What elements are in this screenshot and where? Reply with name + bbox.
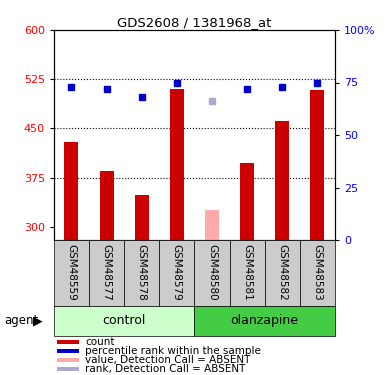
Bar — [54, 306, 194, 336]
Bar — [194, 240, 229, 306]
Bar — [229, 240, 265, 306]
Bar — [57, 358, 79, 362]
Title: GDS2608 / 1381968_at: GDS2608 / 1381968_at — [117, 16, 271, 29]
Text: GSM48579: GSM48579 — [172, 244, 182, 301]
Bar — [57, 340, 79, 344]
Text: GSM48581: GSM48581 — [242, 244, 252, 301]
Bar — [310, 90, 325, 240]
Text: agent: agent — [4, 314, 38, 327]
Bar — [275, 121, 289, 240]
Text: rank, Detection Call = ABSENT: rank, Detection Call = ABSENT — [85, 364, 245, 374]
Bar — [100, 171, 114, 240]
Bar — [159, 240, 194, 306]
Bar — [264, 240, 300, 306]
Bar — [89, 240, 124, 306]
Text: ▶: ▶ — [33, 314, 42, 327]
Bar — [124, 240, 159, 306]
Bar — [64, 142, 79, 240]
Text: GSM48583: GSM48583 — [312, 244, 322, 301]
Bar — [240, 163, 254, 240]
Bar — [57, 349, 79, 353]
Bar — [300, 240, 335, 306]
Text: GSM48559: GSM48559 — [67, 244, 77, 301]
Text: count: count — [85, 337, 114, 347]
Text: GSM48582: GSM48582 — [277, 244, 287, 301]
Bar — [170, 89, 184, 240]
Text: percentile rank within the sample: percentile rank within the sample — [85, 346, 261, 356]
Bar — [135, 195, 149, 240]
Bar — [205, 210, 219, 240]
Text: olanzapine: olanzapine — [231, 314, 299, 327]
Text: GSM48578: GSM48578 — [137, 244, 147, 301]
Text: control: control — [102, 314, 146, 327]
Text: GSM48580: GSM48580 — [207, 244, 217, 301]
Bar — [54, 240, 89, 306]
Bar — [57, 367, 79, 371]
Text: GSM48577: GSM48577 — [102, 244, 112, 301]
Text: value, Detection Call = ABSENT: value, Detection Call = ABSENT — [85, 355, 250, 365]
Bar — [194, 306, 335, 336]
